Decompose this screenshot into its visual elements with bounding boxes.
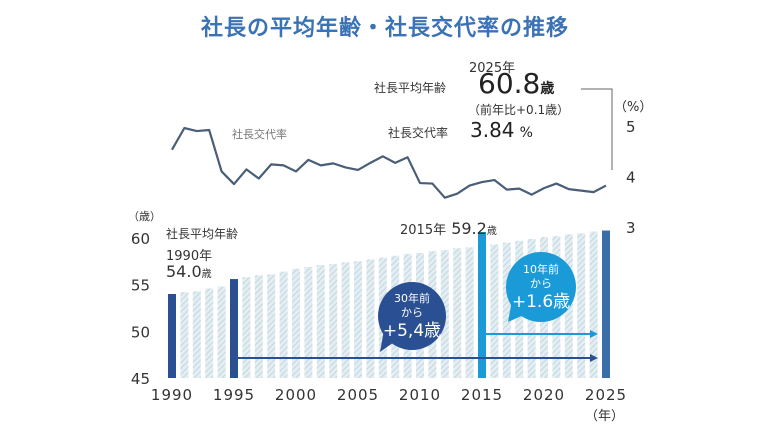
x-tick-2020: 2020	[523, 386, 565, 404]
bar-2023	[577, 233, 586, 378]
arrow-30yr-head	[590, 354, 598, 362]
x-tick-2010: 2010	[399, 386, 441, 404]
x-tick-2000: 2000	[275, 386, 317, 404]
y-right-tick-5: 5	[626, 118, 636, 136]
summary-connector	[581, 88, 613, 170]
bar-2025	[602, 230, 610, 378]
bar-1993	[205, 288, 214, 378]
x-axis-unit: （年）	[585, 409, 625, 424]
bar-2005	[354, 261, 362, 378]
bubble-30yr-line3: +5,4歳	[383, 321, 441, 341]
bar-2014	[465, 247, 474, 378]
annotation-1990-value: 54.0歳	[166, 262, 212, 281]
summary-age: 60.8歳	[478, 67, 554, 100]
annotation-2015-year: 2015年	[400, 223, 447, 238]
annotation-1990-number: 54.0	[166, 262, 202, 281]
summary-rate: 3.84 %	[470, 118, 533, 142]
bar-2015	[478, 232, 486, 378]
y-left-unit: （歳）	[128, 210, 161, 223]
bar-2000	[292, 268, 300, 378]
x-tick-2015: 2015	[461, 386, 503, 404]
annotation-1990-unit: 歳	[201, 269, 212, 280]
bar-1991	[180, 292, 189, 378]
bar-2024	[589, 231, 598, 378]
summary-age-change: （前年比+0.1歳）	[468, 103, 570, 117]
bar-1995	[230, 279, 238, 378]
summary-rate-label: 社長交代率	[388, 126, 449, 140]
bar-2003	[329, 264, 338, 378]
y-right-tick-4: 4	[626, 169, 636, 187]
line-series-rate	[171, 126, 607, 199]
bubble-10yr-line1: 10年前	[523, 262, 559, 276]
summary-year: 2025年	[469, 61, 516, 76]
bar-2004	[341, 262, 350, 378]
x-tick-2005: 2005	[337, 386, 379, 404]
bubble-30yr-line2: から	[401, 306, 423, 319]
bar-1996	[242, 277, 251, 378]
bubble-30yr-line1: 30年前	[394, 291, 430, 305]
annotation-2015-number: 59.2	[451, 219, 487, 238]
bar-1997	[254, 275, 263, 378]
bar-2001	[304, 266, 313, 378]
y-right-unit: （%）	[614, 100, 653, 115]
y-left-tick-50: 50	[131, 323, 150, 341]
summary-age-unit: 歳	[540, 81, 555, 97]
bar-2006	[366, 259, 375, 378]
summary-age-label: 社長平均年齢	[374, 81, 447, 95]
bar-1999	[279, 271, 288, 378]
bar-2002	[316, 265, 325, 378]
bubble-10yr-line2: から	[530, 277, 552, 290]
x-tick-1990: 1990	[151, 386, 193, 404]
annotation-1990-year: 1990年	[166, 249, 213, 264]
bubble-10yr-circle	[506, 252, 576, 322]
x-tick-2025: 2025	[585, 386, 627, 404]
bubble-10yr-line3: +1.6歳	[512, 292, 570, 312]
summary-rate-unit: %	[519, 125, 533, 141]
bar-2013	[453, 248, 462, 378]
x-tick-1995: 1995	[213, 386, 255, 404]
arrow-10yr-head	[590, 330, 598, 338]
bubble-30yr-circle	[378, 282, 446, 350]
y-left-tick-45: 45	[131, 370, 150, 388]
y-right-tick-3: 3	[626, 219, 636, 237]
summary-rate-value: 3.84	[470, 118, 515, 142]
annotation-2015-unit: 歳	[486, 226, 497, 237]
bar-1998	[267, 274, 276, 378]
bar-1992	[192, 291, 201, 378]
y-left-tick-60: 60	[131, 230, 150, 248]
annotation-2015: 2015年 59.2歳	[400, 219, 497, 238]
chart-title: 社長の平均年齢・社長交代率の推移	[200, 16, 569, 41]
bar-1994	[217, 286, 226, 378]
bar-2017	[502, 242, 511, 378]
y-left-tick-55: 55	[131, 277, 150, 295]
bar-2016	[490, 244, 499, 378]
bar-1990	[168, 294, 176, 378]
line-series-label: 社長交代率	[232, 128, 287, 141]
summary-age-value: 60.8	[478, 67, 541, 100]
bar-series-label: 社長平均年齢	[166, 227, 239, 241]
